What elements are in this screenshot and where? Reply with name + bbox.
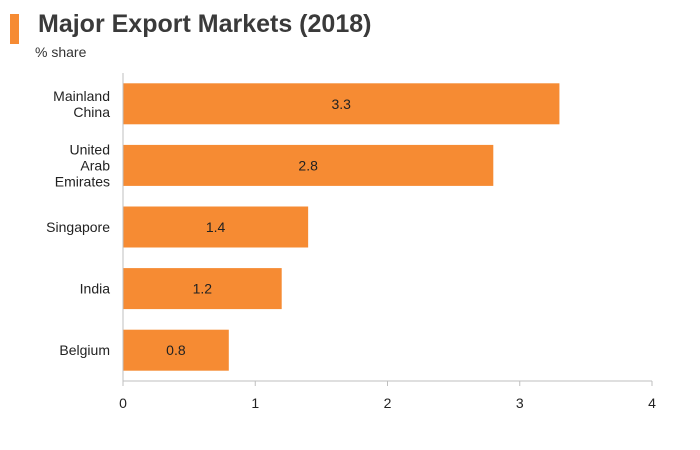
category-labels-layer: Mainland China United Arab Emirates Singapore… xyxy=(46,88,110,358)
chart-subtitle: % share xyxy=(35,44,87,60)
bar-4 xyxy=(123,329,229,371)
category-label-line: India xyxy=(80,281,111,297)
data-label-1: 2.8 xyxy=(298,157,318,173)
category-label-line: Belgium xyxy=(59,342,110,358)
category-label-4: Belgium xyxy=(59,342,110,358)
data-label-0: 3.3 xyxy=(331,96,351,112)
category-label-line: Mainland xyxy=(53,88,110,104)
data-label-3: 1.2 xyxy=(193,281,213,297)
category-label-2: Singapore xyxy=(46,219,110,235)
category-label-line: United xyxy=(70,141,110,157)
category-label-line: Arab xyxy=(80,157,110,173)
category-label-line: Emirates xyxy=(55,173,110,189)
data-label-2: 1.4 xyxy=(206,219,226,235)
category-label-line: Singapore xyxy=(46,219,110,235)
category-label-1: United Arab Emirates xyxy=(55,141,110,189)
bar-0 xyxy=(123,83,560,125)
category-label-3: India xyxy=(80,281,111,297)
x-tick-label-2: 2 xyxy=(384,395,392,411)
bar-1 xyxy=(123,144,494,186)
title-accent-bar xyxy=(10,14,19,44)
category-label-line: China xyxy=(73,104,110,120)
x-tick-label-1: 1 xyxy=(251,395,259,411)
category-label-0: Mainland China xyxy=(53,88,110,120)
x-tick-label-4: 4 xyxy=(648,395,656,411)
bar-2 xyxy=(123,206,309,248)
x-tick-label-3: 3 xyxy=(516,395,524,411)
chart-header: Major Export Markets (2018) % share xyxy=(10,10,690,65)
x-tick-label-0: 0 xyxy=(119,395,127,411)
chart-title: Major Export Markets (2018) xyxy=(38,10,372,38)
data-label-4: 0.8 xyxy=(166,342,186,358)
bar-3 xyxy=(123,268,282,310)
bars-layer: 3.3 2.8 1.4 1.2 0.8 xyxy=(123,83,560,371)
x-axis: 0 1 2 3 4 xyxy=(119,73,656,411)
